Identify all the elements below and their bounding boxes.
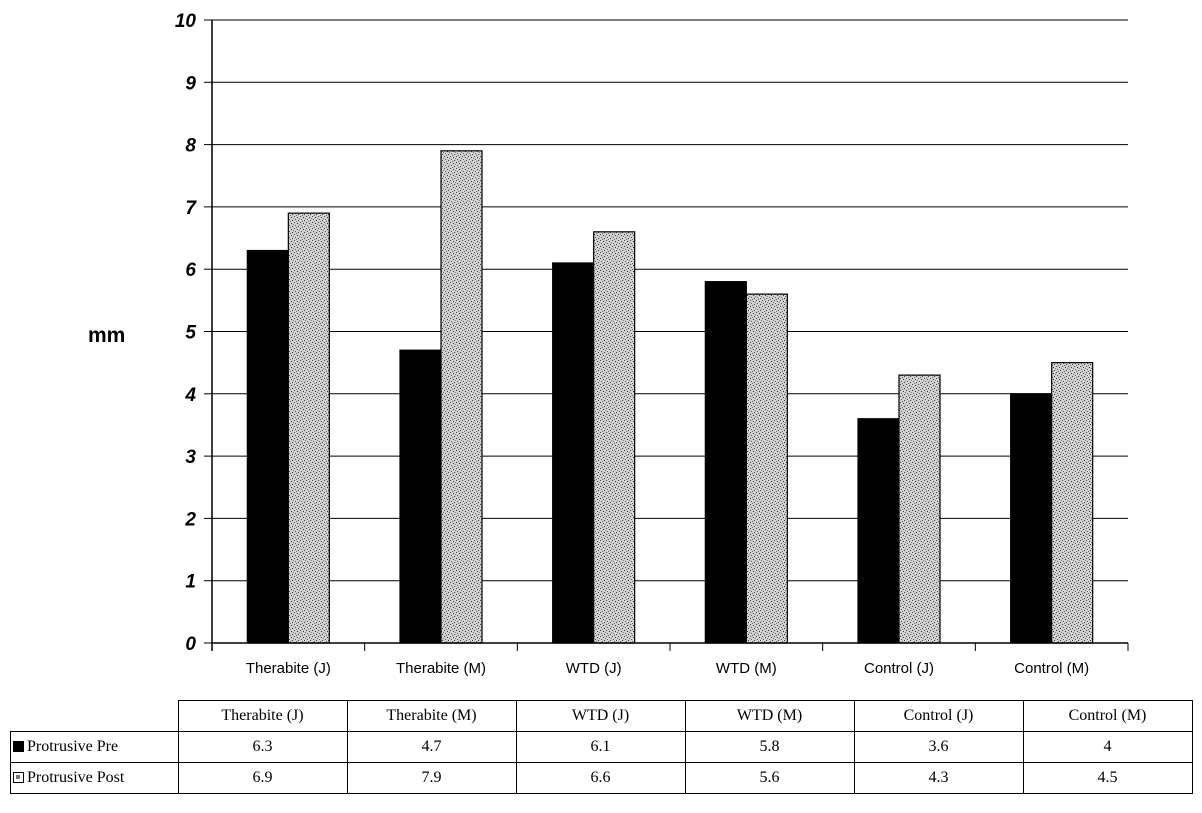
table-row: Protrusive Pre 6.3 4.7 6.1 5.8 3.6 4	[10, 731, 1193, 763]
table-cell: 4.3	[853, 762, 1024, 794]
axes	[204, 19, 1129, 651]
bar	[287, 212, 330, 644]
bar	[1010, 393, 1053, 644]
bar	[745, 293, 788, 644]
table-corner-cell	[10, 700, 179, 732]
table-column-header: WTD (M)	[684, 700, 855, 732]
y-tick-label: 3	[185, 447, 196, 468]
table-cell: 4.7	[346, 731, 517, 763]
table-column-header: Therabite (M)	[346, 700, 517, 732]
bar	[857, 418, 900, 644]
bar	[552, 262, 595, 644]
y-tick-label: 2	[184, 509, 196, 530]
x-tick-label: WTD (J)	[566, 660, 622, 677]
legend-key-icon	[13, 772, 24, 783]
table-cell: 4.5	[1022, 762, 1193, 794]
table-cell: 6.9	[177, 762, 348, 794]
bars	[246, 150, 1094, 644]
table-cell: 5.8	[684, 731, 855, 763]
gridlines	[212, 19, 1128, 582]
table-cell: 6.3	[177, 731, 348, 763]
table-column-header: Control (M)	[1022, 700, 1193, 732]
table-row: Protrusive Post 6.9 7.9 6.6 5.6 4.3 4.5	[10, 762, 1193, 794]
table-row-label: Protrusive Post	[10, 762, 179, 794]
legend-key-icon	[13, 741, 24, 752]
bar	[704, 281, 747, 644]
table-cell: 7.9	[346, 762, 517, 794]
y-tick-label: 10	[175, 11, 197, 32]
table-column-header: Control (J)	[853, 700, 1024, 732]
table-cell: 4	[1022, 731, 1193, 763]
table-cell: 6.6	[515, 762, 686, 794]
bar-chart: 0 1 2 3 4 5 6 7 8 9 10 Therabite (J) Therabite (M) W…	[88, 11, 1129, 677]
bar	[898, 374, 941, 644]
bar	[246, 249, 289, 644]
table-column-header: Therabite (J)	[177, 700, 348, 732]
data-table: Therabite (J) Therabite (M) WTD (J) WTD (M)…	[10, 700, 1193, 794]
y-tick-label: 1	[185, 572, 196, 593]
bar	[593, 231, 636, 644]
table-body: Protrusive Pre 6.3 4.7 6.1 5.8 3.6 4 Protrusive…	[10, 731, 1193, 794]
x-tick-label: Therabite (M)	[396, 660, 486, 677]
x-tick-label: WTD (M)	[716, 660, 777, 677]
legend-label: Protrusive Post	[27, 769, 125, 786]
table-column-header: WTD (J)	[515, 700, 686, 732]
x-tick-label: Control (J)	[864, 660, 934, 677]
x-tick-label: Control (M)	[1014, 660, 1089, 677]
y-tick-label: 8	[185, 136, 196, 157]
table-header-row: Therabite (J) Therabite (M) WTD (J) WTD (M)…	[10, 700, 1193, 732]
y-tick-label: 6	[185, 260, 196, 281]
y-axis-label: mm	[88, 324, 125, 347]
bar	[440, 150, 483, 644]
y-tick-label: 0	[185, 634, 196, 655]
table-cell: 5.6	[684, 762, 855, 794]
bar	[399, 349, 442, 644]
y-tick-label: 5	[185, 323, 196, 344]
x-tick-labels: Therabite (J) Therabite (M) WTD (J) WTD (M)…	[246, 660, 1089, 677]
y-tick-label: 4	[184, 385, 196, 406]
y-tick-labels: 0 1 2 3 4 5 6 7 8 9 10	[175, 11, 198, 655]
table-cell: 3.6	[853, 731, 1024, 763]
table-cell: 6.1	[515, 731, 686, 763]
table-row-label: Protrusive Pre	[10, 731, 179, 763]
legend-label: Protrusive Pre	[27, 738, 119, 755]
y-tick-label: 7	[185, 198, 197, 219]
x-tick-label: Therabite (J)	[246, 660, 331, 677]
bar	[1051, 362, 1094, 644]
y-tick-label: 9	[185, 73, 196, 94]
